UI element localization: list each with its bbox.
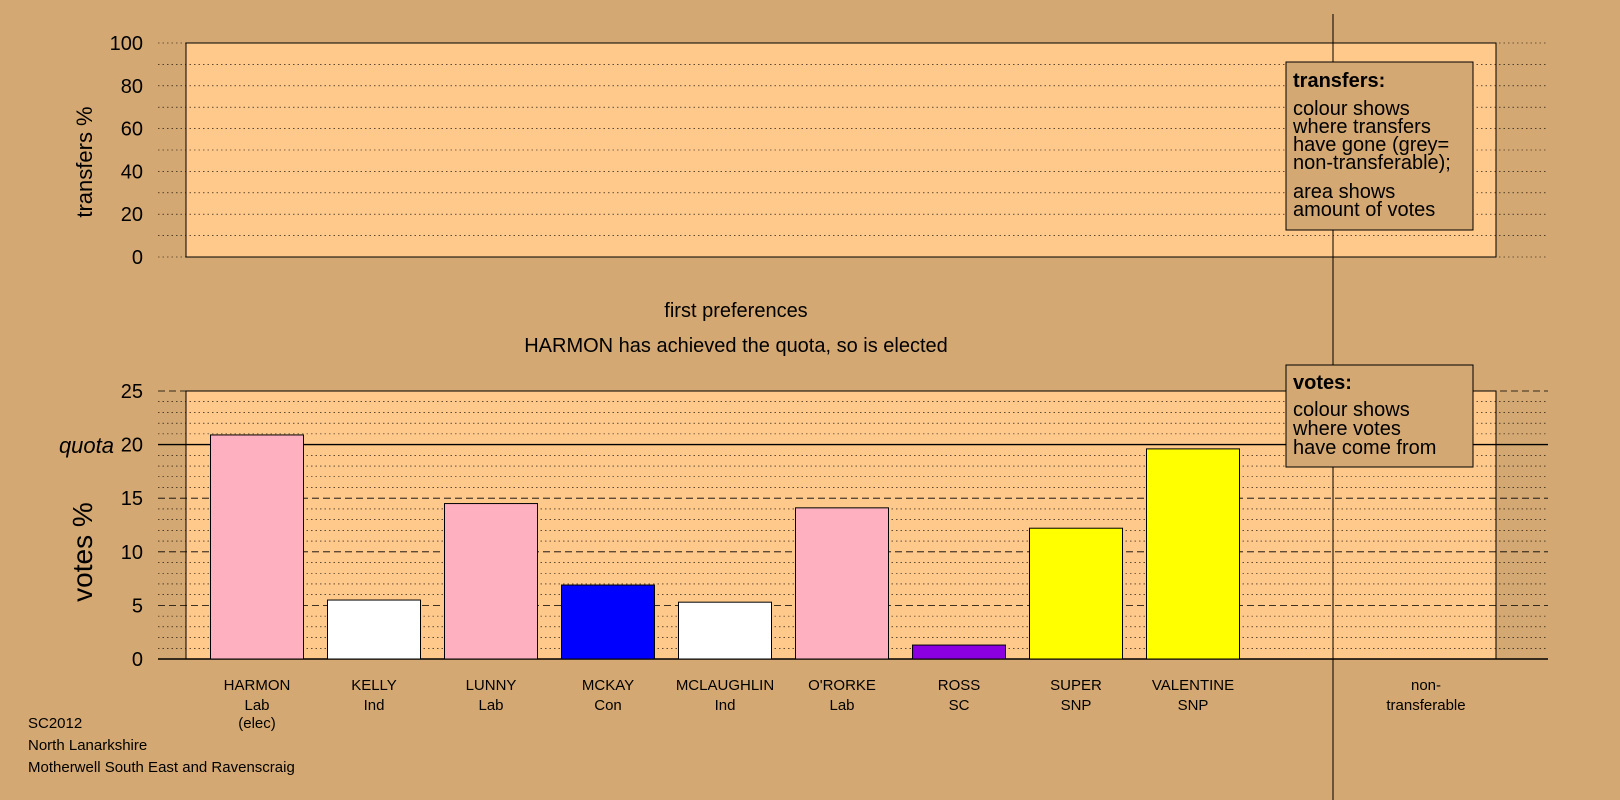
transfers-legend-box: transfers: colour shows where transfers … (1285, 61, 1474, 231)
votes-y-axis-label: votes % (67, 502, 98, 602)
candidate-name: ROSS (938, 677, 981, 694)
footer-election: SC2012 (28, 715, 82, 732)
candidate-party: Con (594, 697, 622, 714)
bar-super (1029, 527, 1123, 660)
candidate-labels: HARMONLab(elec)KELLYIndLUNNYLabMCKAYConM… (224, 677, 1234, 732)
votes-legend-line: colour shows (1293, 399, 1410, 421)
transfers-legend-line: amount of votes (1293, 199, 1435, 221)
candidate-name: VALENTINE (1152, 677, 1234, 694)
transfers-y-ticks: 0 20 40 60 80 100 (110, 33, 143, 269)
stage-caption: first preferences (664, 300, 807, 322)
candidate-party: Lab (478, 697, 503, 714)
transfers-legend-title: transfers: (1293, 70, 1385, 92)
candidate-status: (elec) (238, 715, 276, 732)
bar-ororke (795, 507, 889, 660)
votes-bars (210, 434, 1240, 660)
candidate-party: Lab (829, 697, 854, 714)
votes-tick-label: 5 (132, 595, 143, 617)
votes-tick-label: 15 (121, 488, 143, 510)
bar-ross (912, 644, 1006, 660)
transfers-tick-label: 100 (110, 33, 143, 55)
transfers-tick-label: 0 (132, 247, 143, 269)
bar-valentine (1146, 448, 1240, 660)
transfers-tick-label: 20 (121, 204, 143, 226)
candidate-party: Lab (244, 697, 269, 714)
transfers-panel: 0 20 40 60 80 100 transfers % (72, 33, 1548, 269)
non-transferable-label: non- transferable (1386, 677, 1465, 714)
candidate-name: O'RORKE (808, 677, 876, 694)
candidate-party: SNP (1061, 697, 1092, 714)
candidate-name: HARMON (224, 677, 291, 694)
candidate-name: MCLAUGHLIN (676, 677, 774, 694)
bar-mclaughlin (678, 601, 772, 660)
votes-legend-title: votes: (1293, 372, 1352, 394)
bar-harmon (210, 434, 304, 660)
footer-info: SC2012 North Lanarkshire Motherwell Sout… (28, 715, 295, 776)
candidate-party: Ind (364, 697, 385, 714)
votes-tick-label: 0 (132, 649, 143, 671)
transfers-legend-line: where transfers (1292, 116, 1431, 138)
transfers-legend-line: area shows (1293, 181, 1395, 203)
bar-kelly (327, 599, 421, 660)
quota-label: quota (59, 433, 114, 458)
transfers-legend-frame (1285, 61, 1474, 231)
votes-y-ticks: 0 5 10 15 20 25 (121, 381, 143, 671)
transfers-tick-label: 80 (121, 76, 143, 98)
votes-tick-label: 10 (121, 542, 143, 564)
transfers-tick-label: 40 (121, 161, 143, 183)
votes-legend-line: have come from (1293, 437, 1436, 459)
bar-lunny (444, 503, 538, 660)
transfers-plot-area (185, 42, 1497, 258)
footer-council: North Lanarkshire (28, 737, 147, 754)
candidate-party: Ind (715, 697, 736, 714)
votes-tick-label: 20 (121, 435, 143, 457)
transfers-legend-line: have gone (grey= (1293, 134, 1449, 156)
candidate-name: MCKAY (582, 677, 634, 694)
transfers-legend-line: colour shows (1293, 98, 1410, 120)
candidate-name: LUNNY (466, 677, 517, 694)
votes-tick-label: 25 (121, 381, 143, 403)
transfers-tick-label: 60 (121, 119, 143, 141)
footer-ward: Motherwell South East and Ravenscraig (28, 759, 295, 776)
candidate-name: SUPER (1050, 677, 1102, 694)
candidate-party: SC (949, 697, 970, 714)
votes-legend-frame (1285, 364, 1474, 468)
transfers-y-axis-label: transfers % (72, 106, 97, 217)
bar-mckay (561, 584, 655, 660)
candidate-party: SNP (1178, 697, 1209, 714)
transfers-legend-line: non-transferable); (1293, 152, 1451, 174)
status-caption: HARMON has achieved the quota, so is ele… (524, 335, 948, 357)
votes-legend-box: votes: colour shows where votes have com… (1285, 364, 1474, 468)
non-transferable-label-line1: non- (1411, 677, 1441, 694)
candidate-name: KELLY (351, 677, 397, 694)
votes-legend-line: where votes (1292, 418, 1401, 440)
non-transferable-label-line2: transferable (1386, 697, 1465, 714)
